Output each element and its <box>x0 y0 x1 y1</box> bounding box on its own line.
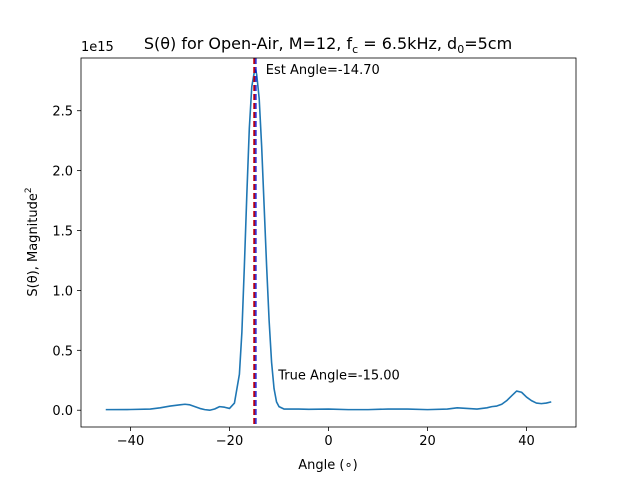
series-line <box>105 69 552 412</box>
y-tick-label: 2.5 <box>52 105 73 120</box>
x-tick-label: −20 <box>216 434 243 449</box>
y-tick-label: 2.0 <box>52 165 73 180</box>
y-tick-label: 0.5 <box>52 344 73 359</box>
title-segment: S(θ) for Open-Air, M=12, f <box>144 34 353 53</box>
ylabel-superscript: 2 <box>24 187 34 193</box>
x-tick-label: −40 <box>117 434 144 449</box>
y-tick-label: 1.5 <box>52 225 73 240</box>
true-angle-label: True Angle=-15.00 <box>277 368 400 383</box>
annotations-group: Est Angle=-14.70 True Angle=-15.00 <box>253 58 400 427</box>
title-segment: =5cm <box>464 34 512 53</box>
chart-title: S(θ) for Open-Air, M=12, fc = 6.5kHz, d0… <box>144 34 512 56</box>
y-offset-text: 1e15 <box>81 40 114 55</box>
x-tick-label: 0 <box>324 434 332 449</box>
y-axis-label: S(θ), Magnitude2 <box>24 187 41 296</box>
plot-area <box>81 58 576 427</box>
y-tick-label: 0.0 <box>52 404 73 419</box>
title-segment: = 6.5kHz, d <box>358 34 457 53</box>
x-tick-label: 40 <box>518 434 535 449</box>
title-subscript: 0 <box>457 43 464 56</box>
x-tick-label: 20 <box>419 434 436 449</box>
ticks-group: −40 −20 0 20 40 0.0 0.5 1.0 1.5 2.0 2.5 <box>52 105 534 449</box>
title-subscript: c <box>352 43 358 56</box>
ylabel-segment: S(θ), Magnitude <box>26 193 41 297</box>
est-angle-label: Est Angle=-14.70 <box>266 63 380 78</box>
y-tick-label: 1.0 <box>52 284 73 299</box>
plot-frame <box>80 57 577 428</box>
x-axis-label: Angle (∘) <box>298 458 357 473</box>
data-group <box>105 69 552 412</box>
